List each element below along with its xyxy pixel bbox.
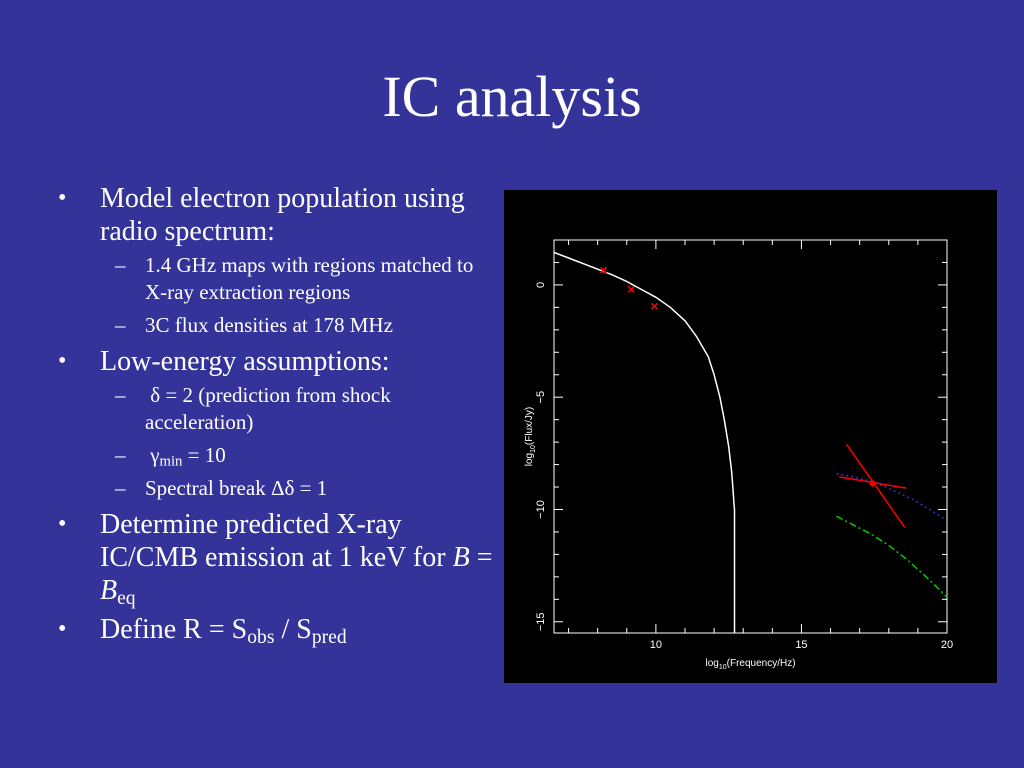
bullet-icon: • [58,185,67,211]
dash-icon: – [115,253,126,277]
b-variable: B [100,575,118,606]
x-tick-label: 10 [650,639,662,651]
dash-icon: – [115,443,126,467]
bullet-determine-ic: • Determine predicted X-ray IC/CMB emiss… [58,508,498,609]
sub-bullet-text: 1.4 GHz maps with regions matched to X-r… [145,253,474,304]
x-tick-label: 15 [795,639,807,651]
bullet-icon: • [58,511,67,537]
bullet-text: Model electron population using radio sp… [100,183,465,247]
equals-text: = [469,542,493,573]
x-axis-label: log10(Frequency/Hz) [705,658,795,671]
sub-bullet-text: Spectral break [145,476,271,500]
xray-data-point [869,480,876,487]
slide-title: IC analysis [382,64,642,129]
bullet-model-electron: • Model electron population using radio … [58,182,498,339]
sub-bullet-text: = 10 [182,443,226,467]
bullet-low-energy: • Low-energy assumptions: – δ = 2 (predi… [58,345,498,502]
dash-icon: – [115,383,126,407]
gamma-subscript: min [159,453,183,470]
b-variable: B [452,542,470,573]
radio-data-point [650,302,658,310]
bullet-icon: • [58,616,67,642]
series-line-solid [553,251,736,633]
sub-bullet-text: 3C flux densities at 178 MHz [145,313,393,337]
bullet-text: / S [274,614,312,645]
y-tick-label: −10 [535,500,547,519]
pred-subscript: pred [311,626,347,648]
y-tick-label: −15 [535,612,547,631]
sub-bullet-text: = 1 [294,476,328,500]
sub-bullet-text: = 2 (prediction from shock acceleration) [145,383,391,434]
sub-bullet-gamma-min: – γmin = 10 [100,442,498,469]
radio-data-point [599,266,608,274]
obs-subscript: obs [247,626,275,648]
delta-delta-symbol: Δδ [270,476,295,500]
sub-bullet-spectral-break: – Spectral break Δδ = 1 [100,475,498,502]
dash-icon: – [115,476,126,500]
delta-symbol: δ [150,383,161,407]
bullet-text: Low-energy assumptions: [100,346,390,377]
series-line-dashdot [836,515,948,598]
eq-subscript: eq [117,587,136,609]
plot-frame [553,239,948,634]
sub-bullet-delta: – δ = 2 (prediction from shock accelerat… [100,382,498,436]
xray-bowtie-line [845,443,906,528]
dash-icon: – [115,313,126,337]
bullet-icon: • [58,348,67,374]
bullet-define-r: • Define R = Sobs / Spred [58,613,498,648]
sed-chart: 10 15 20 0 −5 −10 −15 log10(Frequency/Hz) log10(… [504,190,997,683]
bullet-text: Define R = S [100,614,248,645]
y-tick-label: −5 [535,391,547,404]
y-tick-label: 0 [535,282,547,288]
series-line-dotted [836,472,945,520]
bullet-text: Determine predicted X-ray IC/CMB emissio… [100,509,453,573]
sub-bullet-3c-flux: – 3C flux densities at 178 MHz [100,312,498,339]
chart-svg: 10 15 20 0 −5 −10 −15 log10(Frequency/Hz) log10(… [524,239,953,671]
sub-bullet-maps: – 1.4 GHz maps with regions matched to X… [100,252,498,306]
x-tick-label: 20 [941,639,953,651]
bullet-list: • Model electron population using radio … [58,182,498,652]
gamma-symbol: γ [150,443,160,467]
radio-data-point [627,285,635,293]
y-axis-label: log10(Flux/Jy) [524,407,537,467]
